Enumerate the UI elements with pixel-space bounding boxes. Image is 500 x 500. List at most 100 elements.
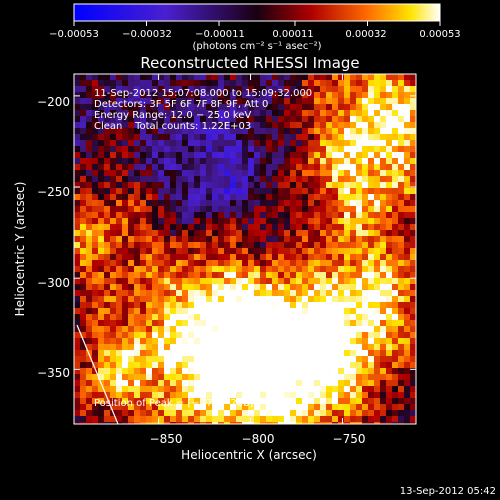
heatmap-cell xyxy=(140,302,147,309)
heatmap-cell xyxy=(224,296,231,303)
heatmap-cell xyxy=(236,176,243,183)
heatmap-cell xyxy=(296,338,303,345)
heatmap-cell xyxy=(350,320,357,327)
heatmap-cell xyxy=(326,110,333,117)
heatmap-cell xyxy=(260,170,267,177)
heatmap-cell xyxy=(392,260,399,267)
heatmap-cell xyxy=(320,110,327,117)
heatmap-cell xyxy=(326,314,333,321)
heatmap-cell xyxy=(164,356,171,363)
heatmap-cell xyxy=(170,122,177,129)
heatmap-cell xyxy=(164,140,171,147)
heatmap-cell xyxy=(410,374,416,381)
heatmap-cell xyxy=(392,308,399,315)
heatmap-cell xyxy=(278,188,285,195)
heatmap-cell xyxy=(158,404,165,411)
heatmap-cell xyxy=(386,170,393,177)
heatmap-cell xyxy=(182,158,189,165)
heatmap-cell xyxy=(206,158,213,165)
heatmap-cell xyxy=(278,380,285,387)
heatmap-cell xyxy=(146,104,153,111)
heatmap-cell xyxy=(104,158,111,165)
heatmap-cell xyxy=(368,92,375,99)
heatmap-cell xyxy=(74,326,81,333)
heatmap-cell xyxy=(194,332,201,339)
heatmap-cell xyxy=(164,170,171,177)
heatmap-cell xyxy=(362,188,369,195)
heatmap-cell xyxy=(200,134,207,141)
heatmap-cell xyxy=(386,422,393,424)
heatmap-cell xyxy=(182,326,189,333)
heatmap-cell xyxy=(242,386,249,393)
heatmap-cell xyxy=(386,338,393,345)
heatmap-cell xyxy=(242,104,249,111)
heatmap-cell xyxy=(86,146,93,153)
heatmap-cell xyxy=(332,320,339,327)
heatmap-cell xyxy=(116,236,123,243)
heatmap-cell xyxy=(110,86,117,93)
heatmap-cell xyxy=(152,122,159,129)
heatmap-cell xyxy=(158,134,165,141)
heatmap-cell xyxy=(230,326,237,333)
heatmap-cell xyxy=(176,278,183,285)
heatmap-cell xyxy=(146,362,153,369)
heatmap-cell xyxy=(290,152,297,159)
heatmap-cell xyxy=(152,248,159,255)
heatmap-cell xyxy=(356,404,363,411)
heatmap-cell xyxy=(374,236,381,243)
heatmap-cell xyxy=(170,344,177,351)
heatmap-cell xyxy=(164,182,171,189)
heatmap-cell xyxy=(122,128,129,135)
heatmap-cell xyxy=(86,284,93,291)
heatmap-cell xyxy=(248,422,255,424)
heatmap-cell xyxy=(140,386,147,393)
heatmap-cell xyxy=(374,278,381,285)
heatmap-cell xyxy=(386,104,393,111)
heatmap-cell xyxy=(302,164,309,171)
heatmap-cell xyxy=(368,410,375,417)
heatmap-cell xyxy=(308,344,315,351)
heatmap-cell xyxy=(104,188,111,195)
heatmap-cell xyxy=(152,308,159,315)
heatmap-cell xyxy=(410,416,416,423)
heatmap-cell xyxy=(92,188,99,195)
heatmap-cell xyxy=(386,74,393,81)
heatmap-cell xyxy=(320,164,327,171)
heatmap-cell xyxy=(200,158,207,165)
heatmap-cell xyxy=(128,164,135,171)
heatmap-cell xyxy=(410,296,416,303)
heatmap-cell xyxy=(248,128,255,135)
heatmap-cell xyxy=(74,200,81,207)
heatmap-cell xyxy=(284,74,291,81)
heatmap-cell xyxy=(122,386,129,393)
heatmap-cell xyxy=(356,320,363,327)
heatmap-cell xyxy=(356,356,363,363)
heatmap-cell xyxy=(326,380,333,387)
heatmap-cell xyxy=(380,296,387,303)
heatmap-cell xyxy=(230,374,237,381)
heatmap-cell xyxy=(308,212,315,219)
heatmap-cell xyxy=(392,116,399,123)
heatmap-cell xyxy=(74,182,81,189)
heatmap-cell xyxy=(134,122,141,129)
heatmap-cell xyxy=(176,362,183,369)
heatmap-cell xyxy=(314,338,321,345)
heatmap-cell xyxy=(284,128,291,135)
heatmap-cell xyxy=(164,122,171,129)
heatmap-cell xyxy=(230,122,237,129)
heatmap-cell xyxy=(290,356,297,363)
heatmap-cell xyxy=(398,152,405,159)
heatmap-cell xyxy=(290,104,297,111)
heatmap-cell xyxy=(80,344,87,351)
heatmap-cell xyxy=(98,308,105,315)
heatmap-cell xyxy=(176,404,183,411)
heatmap-cell xyxy=(332,140,339,147)
heatmap-cell xyxy=(104,92,111,99)
heatmap-cell xyxy=(404,308,411,315)
heatmap-cell xyxy=(404,380,411,387)
heatmap-cell xyxy=(260,308,267,315)
heatmap-cell xyxy=(200,314,207,321)
heatmap-cell xyxy=(170,350,177,357)
heatmap-cell xyxy=(80,182,87,189)
